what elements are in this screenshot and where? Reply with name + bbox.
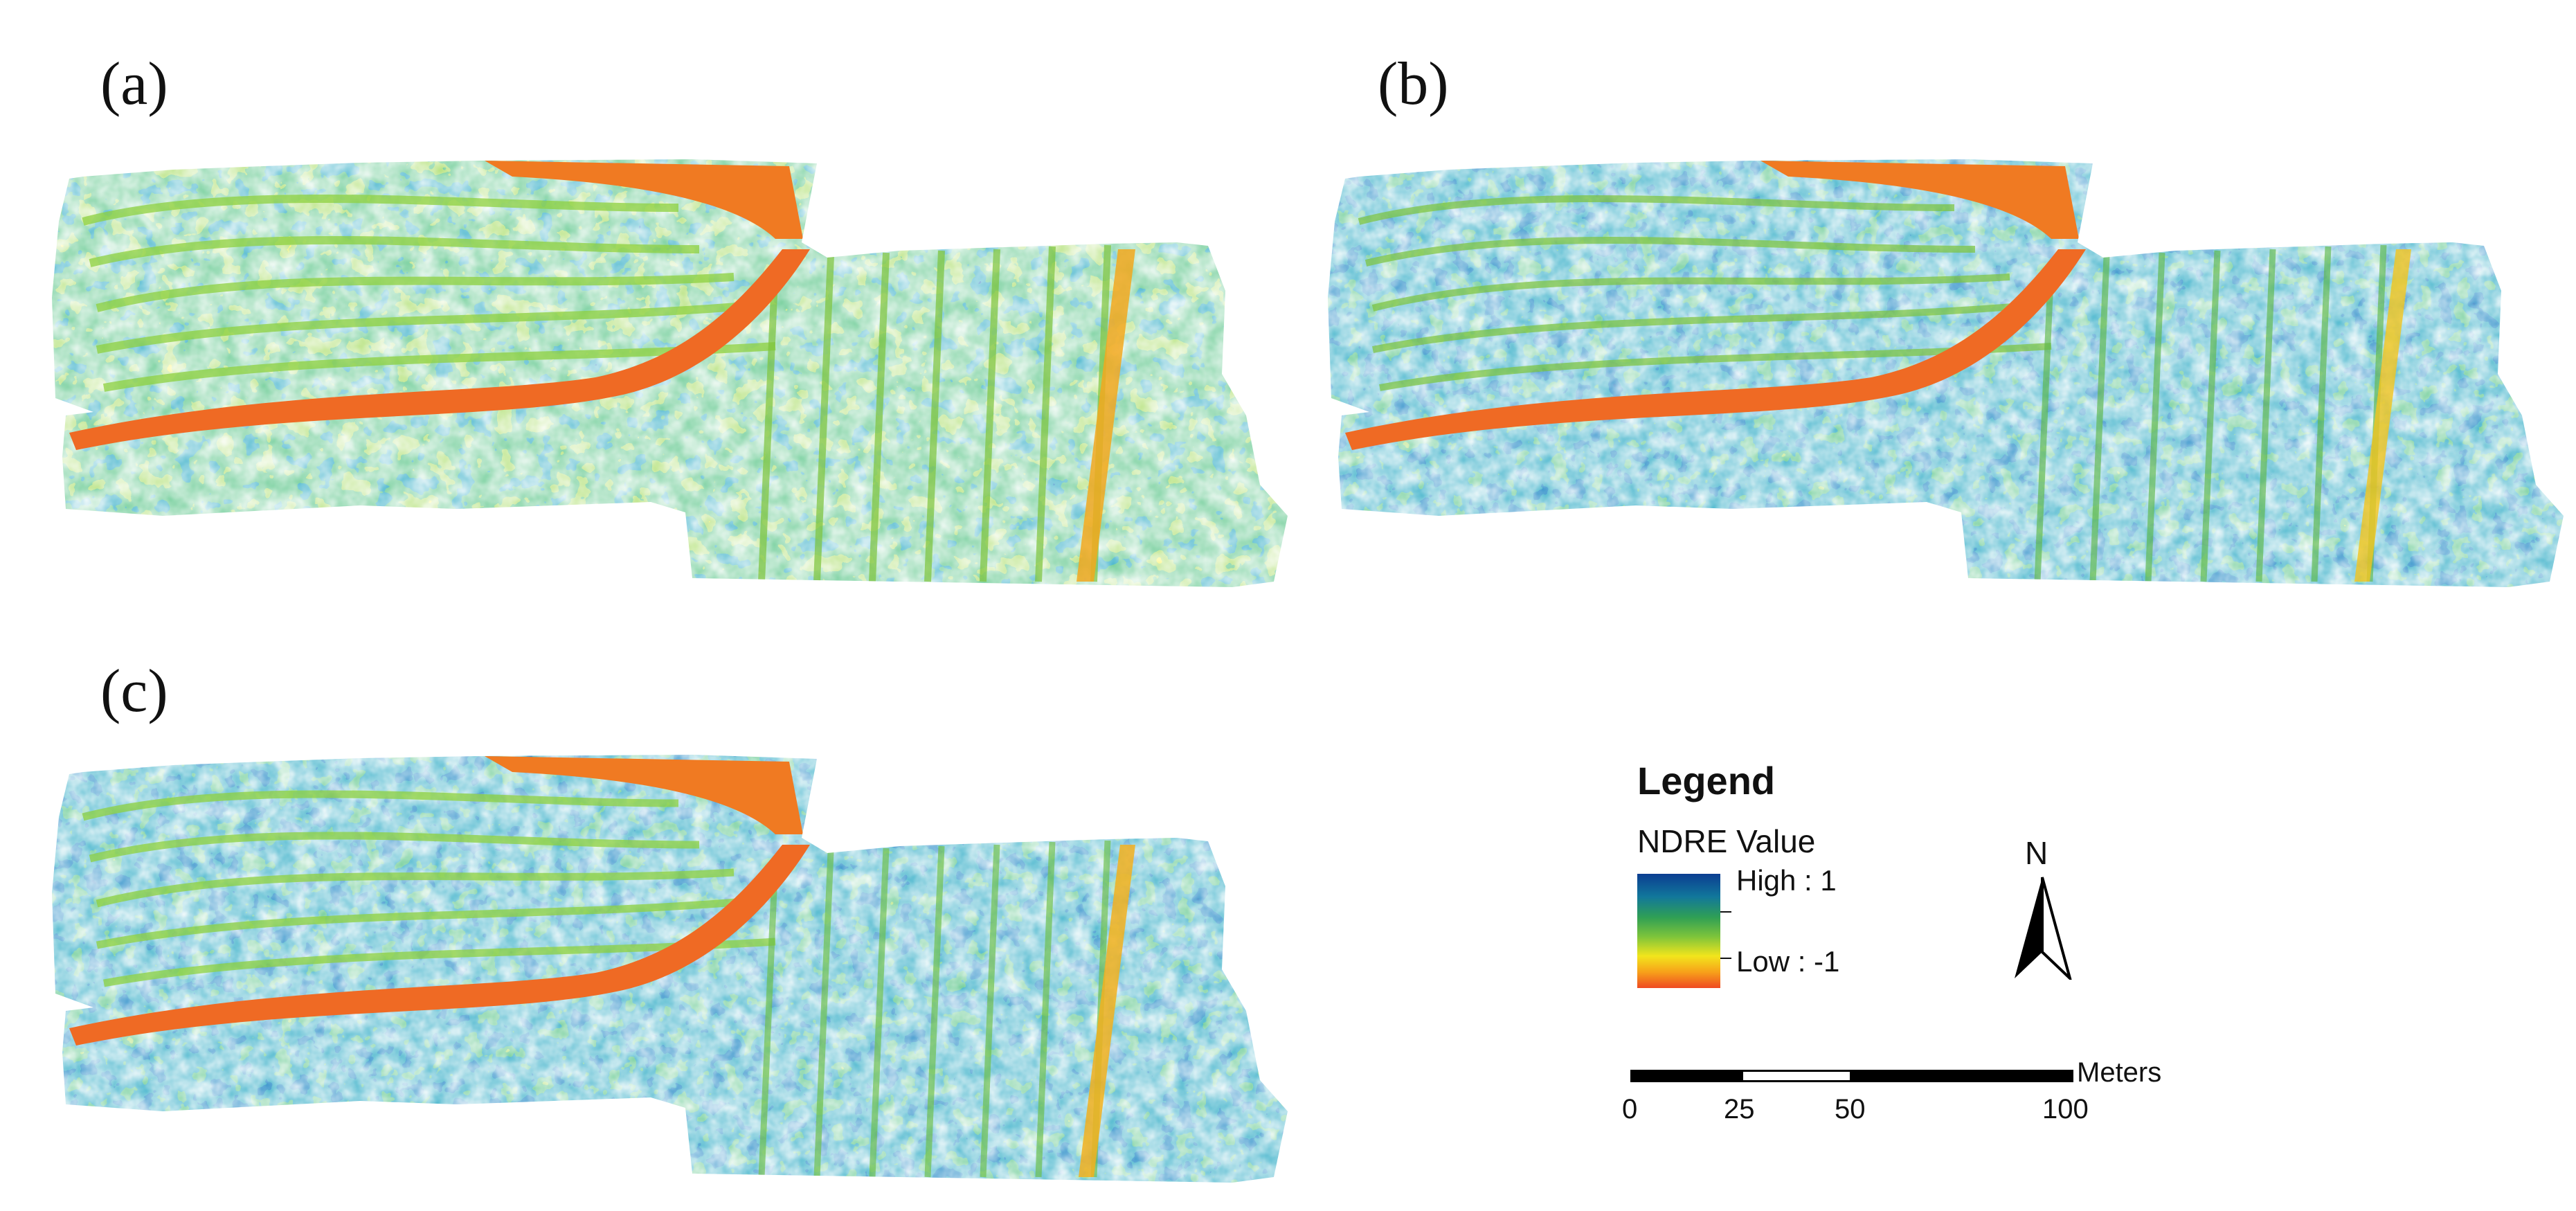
map-b bbox=[1328, 159, 2564, 587]
scale-seg-1 bbox=[1630, 1070, 1741, 1082]
scale-tick-0: 0 bbox=[1622, 1094, 1638, 1124]
ramp-tick-high bbox=[1720, 911, 1731, 913]
panel-label-a: (a) bbox=[100, 51, 168, 118]
legend-high-label: High : 1 bbox=[1736, 864, 1837, 897]
ramp-tick-low bbox=[1720, 958, 1731, 959]
panel-label-b: (b) bbox=[1378, 51, 1449, 118]
scale-tick-50: 50 bbox=[1835, 1094, 1866, 1124]
scale-seg-3 bbox=[1852, 1070, 2073, 1082]
scale-tick-100: 100 bbox=[2042, 1094, 2089, 1124]
legend-low-label: Low : -1 bbox=[1736, 945, 1840, 978]
panel-label-c: (c) bbox=[100, 658, 168, 725]
scale-tick-25: 25 bbox=[1724, 1094, 1755, 1124]
legend-subtitle: NDRE Value bbox=[1637, 823, 1816, 859]
map-a bbox=[52, 159, 1288, 587]
north-label: N bbox=[2025, 835, 2048, 871]
scale-seg-2 bbox=[1741, 1070, 1852, 1082]
map-c bbox=[52, 755, 1288, 1183]
north-arrow-icon bbox=[2015, 877, 2072, 980]
color-ramp bbox=[1637, 874, 1720, 988]
scale-unit: Meters bbox=[2077, 1057, 2162, 1088]
legend-title: Legend bbox=[1637, 759, 1776, 802]
